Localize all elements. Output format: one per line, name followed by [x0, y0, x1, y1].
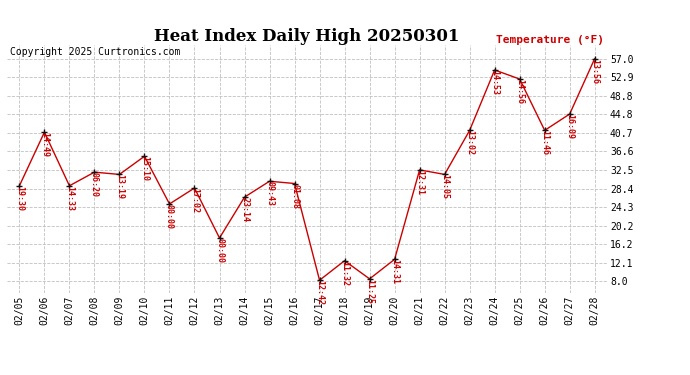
Text: 14:53: 14:53	[490, 70, 499, 95]
Text: 14:49: 14:49	[40, 132, 49, 157]
Text: 17:02: 17:02	[190, 188, 199, 213]
Text: 23:14: 23:14	[240, 197, 249, 222]
Text: 14:33: 14:33	[65, 186, 74, 211]
Text: 14:56: 14:56	[515, 79, 524, 104]
Text: 13:19: 13:19	[115, 174, 124, 200]
Text: 11:46: 11:46	[540, 130, 549, 155]
Title: Heat Index Daily High 20250301: Heat Index Daily High 20250301	[155, 28, 460, 45]
Text: 13:56: 13:56	[590, 58, 599, 84]
Text: 09:43: 09:43	[265, 181, 274, 206]
Text: 16:09: 16:09	[565, 114, 574, 139]
Text: 11:32: 11:32	[340, 261, 349, 286]
Text: 13:02: 13:02	[465, 130, 474, 155]
Text: 06:20: 06:20	[90, 172, 99, 197]
Text: Copyright 2025 Curtronics.com: Copyright 2025 Curtronics.com	[10, 48, 180, 57]
Text: 15:10: 15:10	[140, 156, 149, 181]
Text: 12:42: 12:42	[315, 280, 324, 305]
Text: 19:30: 19:30	[15, 186, 24, 211]
Text: Temperature (°F): Temperature (°F)	[496, 34, 604, 45]
Text: 12:31: 12:31	[415, 170, 424, 195]
Text: 11:25: 11:25	[365, 279, 374, 304]
Text: 00:00: 00:00	[165, 204, 174, 229]
Text: 00:00: 00:00	[215, 238, 224, 263]
Text: 14:31: 14:31	[390, 260, 399, 284]
Text: 14:05: 14:05	[440, 174, 449, 200]
Text: 01:08: 01:08	[290, 183, 299, 209]
